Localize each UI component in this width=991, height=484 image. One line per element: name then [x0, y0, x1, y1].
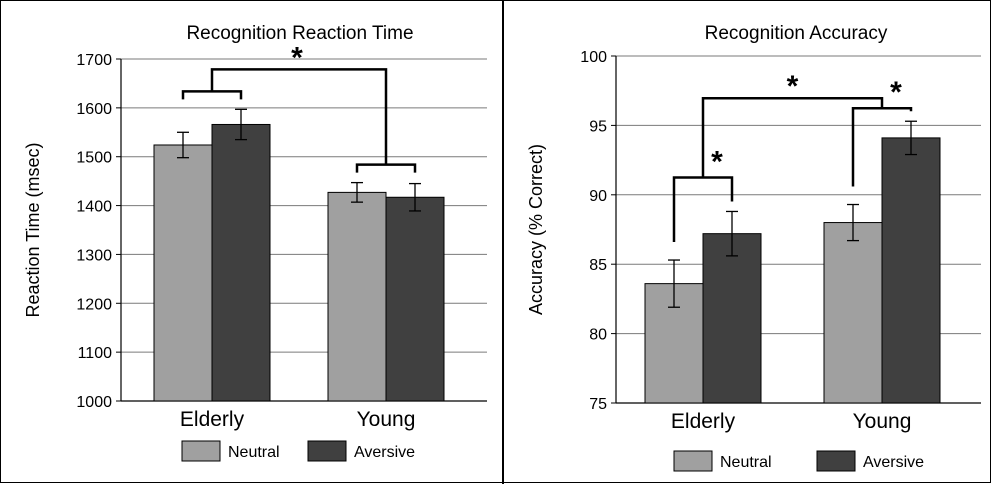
accuracy-chart: Recognition Accuracy 75 80 85 90 95 100 Accurac…	[526, 23, 981, 472]
bar-aversive-young	[385, 196, 445, 402]
legend-label-aversive: Aversive	[863, 454, 924, 471]
bar-aversive-elderly	[211, 123, 271, 402]
legend-swatch-aversive	[816, 450, 856, 472]
y-tick-label: 1200	[76, 296, 112, 313]
panel-divider	[502, 1, 504, 484]
y-tick-label: 1500	[76, 150, 112, 167]
legend-label-aversive: Aversive	[354, 444, 415, 461]
bar-neutral-elderly	[153, 144, 213, 402]
bar-neutral-young	[327, 191, 387, 402]
x-category-label: Young	[357, 408, 416, 431]
y-tick-label: 1400	[76, 199, 112, 216]
group-bracket	[355, 163, 417, 173]
legend-label-neutral: Neutral	[228, 444, 280, 461]
x-category-label: Elderly	[671, 410, 736, 433]
group-bracket	[181, 90, 243, 100]
significance-bracket	[701, 96, 884, 178]
chart-title: Recognition Reaction Time	[186, 23, 413, 44]
y-tick-label: 75	[589, 396, 607, 413]
significance-bracket	[210, 68, 388, 165]
bar-aversive-young	[881, 137, 941, 404]
significance-star: *	[291, 41, 303, 74]
y-axis-label: Reaction Time (msec)	[23, 142, 43, 317]
y-tick-label: 95	[589, 118, 607, 135]
legend-label-neutral: Neutral	[720, 454, 772, 471]
x-category-label: Elderly	[180, 408, 245, 431]
legend-swatch-aversive	[307, 440, 347, 462]
y-tick-label: 1300	[76, 247, 112, 264]
y-tick-label: 90	[589, 188, 607, 205]
y-tick-label: 1100	[78, 345, 113, 362]
y-tick-label: 1600	[76, 101, 112, 118]
y-tick-label: 100	[580, 49, 607, 66]
y-tick-label: 80	[589, 327, 607, 344]
pair-bracket	[672, 176, 734, 243]
y-tick-label: 85	[589, 257, 607, 274]
significance-star: *	[787, 70, 799, 103]
reaction-time-chart: Recognition Reaction Time 1000 1100 1200 130…	[23, 23, 487, 462]
significance-star: *	[890, 76, 902, 109]
chart-title: Recognition Accuracy	[705, 23, 888, 44]
bar-neutral-young	[823, 222, 883, 404]
legend-swatch-neutral	[181, 440, 221, 462]
legend-swatch-neutral	[673, 450, 713, 472]
y-tick-label: 1700	[76, 52, 112, 69]
significance-star: *	[711, 145, 723, 178]
x-category-label: Young	[853, 410, 912, 433]
y-tick-label: 1000	[76, 394, 112, 411]
y-axis-label: Accuracy (% Correct)	[526, 144, 546, 315]
bar-aversive-elderly	[702, 233, 762, 404]
